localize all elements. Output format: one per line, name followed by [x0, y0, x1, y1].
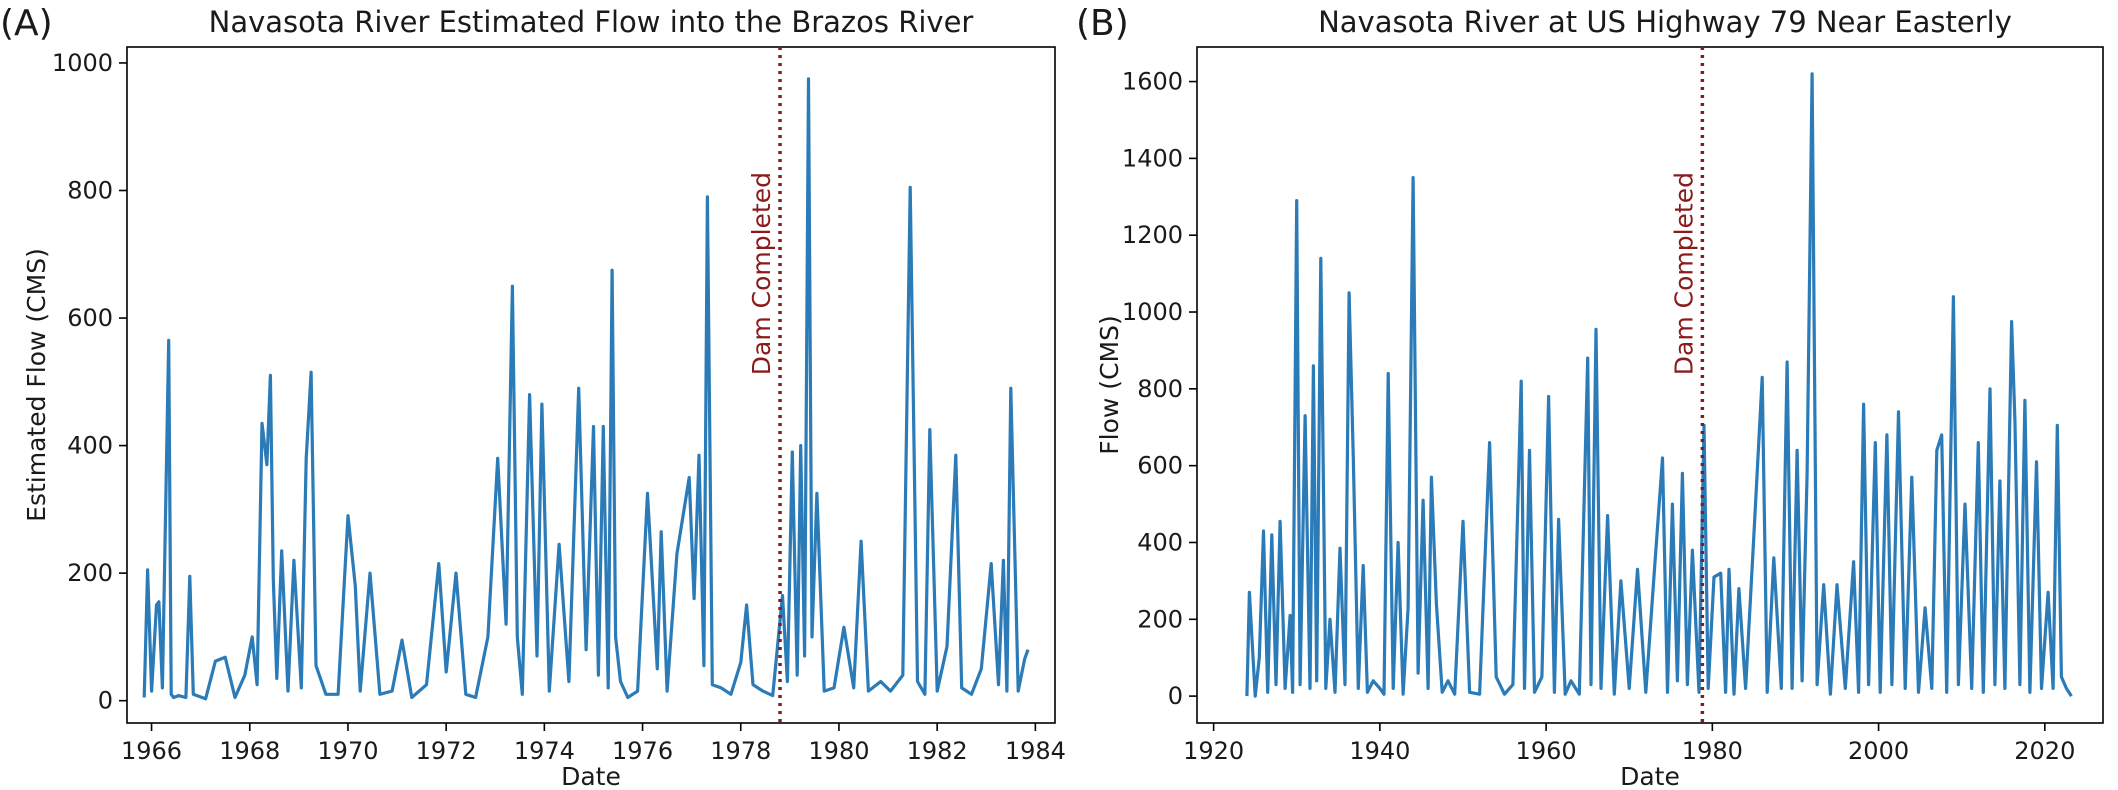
- chart-b-title: Navasota River at US Highway 79 Near Eas…: [1318, 5, 2012, 39]
- chart-a-title: Navasota River Estimated Flow into the B…: [209, 5, 974, 39]
- chart-b-x-label: Date: [1620, 762, 1680, 790]
- x-tick-label: 1982: [907, 737, 968, 765]
- chart-a-x-label: Date: [561, 762, 621, 790]
- y-tick-label: 1000: [1122, 298, 1183, 326]
- x-tick-label: 1980: [1682, 737, 1743, 765]
- chart-b-y-ticks: 0 200 400 600 800 1000 1200 1400 1600: [1122, 68, 1197, 710]
- y-tick-label: 1000: [52, 49, 113, 77]
- y-tick-label: 400: [67, 432, 113, 460]
- chart-b-x-ticks: 1920 1940 1960 1980 2000 2020: [1183, 723, 2075, 765]
- chart-b-dam-label: Dam Completed: [1669, 172, 1698, 375]
- chart-b-series-line: [1245, 72, 2073, 698]
- y-tick-label: 800: [67, 176, 113, 204]
- x-tick-label: 1974: [514, 737, 575, 765]
- y-tick-label: 200: [67, 559, 113, 587]
- y-tick-label: 400: [1137, 528, 1183, 556]
- x-tick-label: 1966: [121, 737, 182, 765]
- x-tick-label: 1972: [416, 737, 477, 765]
- y-tick-label: 0: [98, 687, 113, 715]
- x-tick-label: 2000: [1848, 737, 1909, 765]
- chart-b-plot-area: [1196, 46, 2104, 724]
- y-tick-label: 800: [1137, 375, 1183, 403]
- chart-a-y-label: Estimated Flow (CMS): [22, 248, 51, 522]
- panel-a: (A) Navasota River Estimated Flow into t…: [0, 3, 1066, 790]
- x-tick-label: 1970: [317, 737, 378, 765]
- panel-b: (B) Navasota River at US Highway 79 Near…: [1076, 3, 2104, 790]
- y-tick-label: 0: [1168, 682, 1183, 710]
- x-tick-label: 1960: [1516, 737, 1577, 765]
- y-tick-label: 200: [1137, 605, 1183, 633]
- x-tick-label: 2020: [2014, 737, 2075, 765]
- x-tick-label: 1984: [1005, 737, 1066, 765]
- y-tick-label: 1400: [1122, 144, 1183, 172]
- x-tick-label: 1976: [612, 737, 673, 765]
- x-tick-label: 1968: [219, 737, 280, 765]
- x-tick-label: 1978: [710, 737, 771, 765]
- chart-a-x-ticks: 1966 1968 1970 1972 1974 1976 1978 1980 1982 1984: [121, 723, 1066, 765]
- y-tick-label: 1600: [1122, 68, 1183, 96]
- panel-label-b: (B): [1076, 3, 1129, 44]
- chart-a-dam-label: Dam Completed: [747, 172, 776, 375]
- y-tick-label: 1200: [1122, 221, 1183, 249]
- panel-label-a: (A): [0, 3, 53, 44]
- chart-a-series-line: [142, 77, 1030, 701]
- chart-b-y-label: Flow (CMS): [1095, 315, 1124, 454]
- y-tick-label: 600: [67, 304, 113, 332]
- y-tick-label: 600: [1137, 452, 1183, 480]
- chart-a-plot-area: [126, 46, 1056, 724]
- x-tick-label: 1940: [1349, 737, 1410, 765]
- x-tick-label: 1920: [1183, 737, 1244, 765]
- chart-a-y-ticks: 0 200 400 600 800 1000: [52, 49, 127, 715]
- x-tick-label: 1980: [808, 737, 869, 765]
